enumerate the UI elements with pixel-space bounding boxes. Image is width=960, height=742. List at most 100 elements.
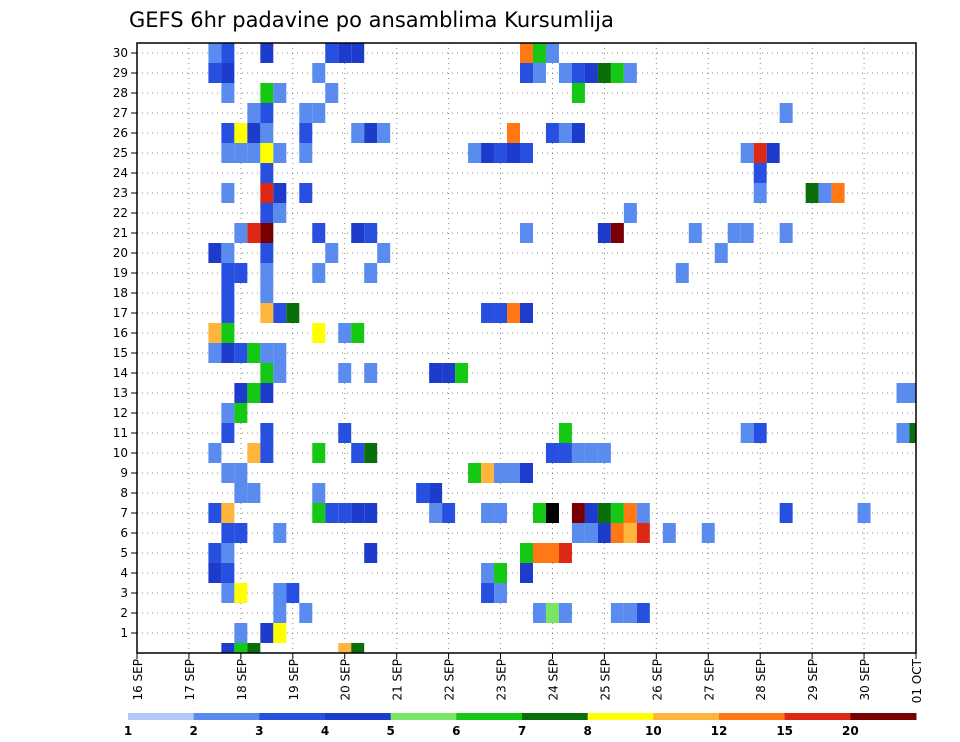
heatmap-cell xyxy=(558,123,572,143)
heatmap-cell xyxy=(338,503,352,523)
heatmap-cell xyxy=(325,83,339,103)
heatmap-cell xyxy=(494,583,508,603)
heatmap-cell xyxy=(338,323,352,343)
heatmap-cell xyxy=(234,463,248,483)
heatmap-cell xyxy=(597,523,611,543)
heatmap-cell xyxy=(260,303,274,323)
heatmap-cell xyxy=(273,343,287,363)
heatmap-cell xyxy=(312,483,326,503)
x-tick-label: 23 SEP xyxy=(495,659,509,701)
heatmap-cell xyxy=(896,383,910,403)
heatmap-cell xyxy=(260,443,274,463)
heatmap-cell xyxy=(234,223,248,243)
heatmap-cell xyxy=(623,603,637,623)
heatmap-cell xyxy=(338,363,352,383)
x-tick-label: 28 SEP xyxy=(754,659,768,701)
heatmap-cell xyxy=(532,603,546,623)
heatmap-cell xyxy=(597,443,611,463)
y-tick-label: 12 xyxy=(113,406,128,420)
grid-lines xyxy=(137,43,917,653)
x-tick-label: 17 SEP xyxy=(183,659,197,701)
heatmap-cell xyxy=(247,123,261,143)
heatmap-cell xyxy=(494,463,508,483)
heatmap-cell xyxy=(545,123,559,143)
heatmap-cell xyxy=(260,143,274,163)
y-tick-label: 18 xyxy=(113,286,128,300)
chart-title: GEFS 6hr padavine po ansamblima Kursumli… xyxy=(129,8,614,32)
heatmap-cell xyxy=(338,643,352,653)
heatmap-cell xyxy=(351,643,365,653)
heatmap-cell xyxy=(247,443,261,463)
heatmap-cell xyxy=(351,323,365,343)
heatmap-cell xyxy=(247,103,261,123)
heatmap-cell xyxy=(494,143,508,163)
y-tick-label: 4 xyxy=(120,566,128,580)
heatmap-cell xyxy=(234,403,248,423)
heatmap-cell xyxy=(312,443,326,463)
x-tick-label: 29 SEP xyxy=(806,659,820,701)
colorbar-swatch xyxy=(193,713,260,720)
heatmap-cell xyxy=(247,223,261,243)
y-tick-label: 8 xyxy=(120,486,128,500)
heatmap-cell xyxy=(727,223,741,243)
heatmap-cell xyxy=(273,183,287,203)
y-tick-label: 24 xyxy=(113,166,128,180)
heatmap-cell xyxy=(623,63,637,83)
heatmap-cell xyxy=(701,523,715,543)
colorbar-label: 5 xyxy=(386,724,394,738)
heatmap-cell xyxy=(610,503,624,523)
heatmap-cell xyxy=(312,63,326,83)
heatmap-cell xyxy=(520,143,533,163)
y-tick-label: 2 xyxy=(120,606,128,620)
heatmap-cell xyxy=(909,383,916,403)
heatmap-cell xyxy=(234,583,248,603)
heatmap-cell xyxy=(260,383,274,403)
heatmap-cell xyxy=(558,423,572,443)
heatmap-cell xyxy=(740,143,754,163)
heatmap-cell xyxy=(896,423,910,443)
heatmap-cell xyxy=(571,503,585,523)
y-tick-label: 19 xyxy=(113,266,128,280)
y-tick-label: 15 xyxy=(113,346,128,360)
heatmap-cell xyxy=(468,143,482,163)
heatmap-cell xyxy=(584,63,598,83)
heatmap-cell xyxy=(610,223,624,243)
heatmap-cell xyxy=(221,323,235,343)
y-tick-label: 17 xyxy=(113,306,128,320)
heatmap-cell xyxy=(260,123,274,143)
heatmap-cell xyxy=(571,443,585,463)
heatmap-cell xyxy=(208,43,222,63)
heatmap-cell xyxy=(260,423,274,443)
y-tick-label: 30 xyxy=(113,46,128,60)
heatmap-cell xyxy=(481,563,495,583)
heatmap-cell xyxy=(623,503,637,523)
heatmap-cell xyxy=(286,303,300,323)
heatmap-cell xyxy=(221,243,235,263)
heatmap-cell xyxy=(234,263,248,283)
colorbar-swatch xyxy=(390,713,457,720)
heatmap-cell xyxy=(325,503,339,523)
heatmap-cell xyxy=(260,183,274,203)
y-tick-label: 7 xyxy=(120,506,128,520)
heatmap-cell xyxy=(481,143,495,163)
heatmap-cell xyxy=(299,183,313,203)
heatmap-cell xyxy=(299,123,313,143)
heatmap-cell xyxy=(234,623,248,643)
heatmap-cell xyxy=(247,143,261,163)
y-tick-label: 25 xyxy=(113,146,128,160)
heatmap-cell xyxy=(714,243,728,263)
heatmap-cell xyxy=(260,283,274,303)
heatmap-cell xyxy=(364,543,378,563)
heatmap-cell xyxy=(442,503,456,523)
heatmap-cell xyxy=(234,523,248,543)
y-tick-label: 11 xyxy=(113,426,128,440)
heatmap-cell xyxy=(273,303,287,323)
heatmap-cell xyxy=(636,523,650,543)
heatmap-cell xyxy=(273,143,287,163)
heatmap-cell xyxy=(779,223,793,243)
colorbar-swatch xyxy=(850,713,917,720)
heatmap-cells xyxy=(208,43,916,653)
y-tick-label: 16 xyxy=(113,326,128,340)
heatmap-cell xyxy=(377,123,391,143)
x-tick-label: 25 SEP xyxy=(598,659,612,701)
